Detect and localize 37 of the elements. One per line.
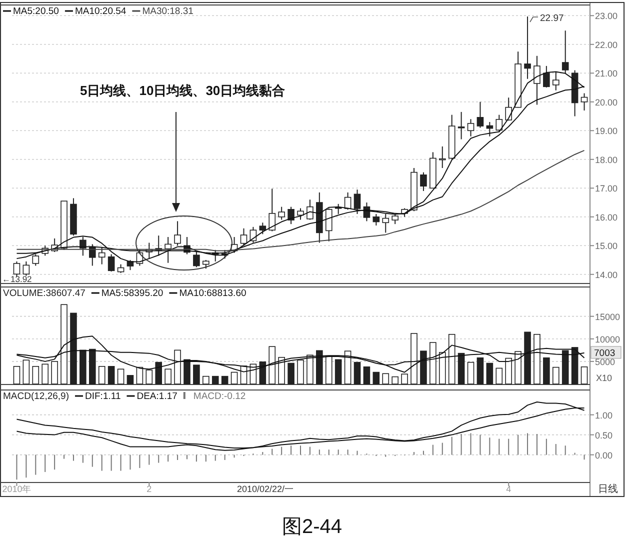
y-tick-label: 20.00 (595, 97, 618, 108)
annotation: ←13.92 (2, 274, 32, 284)
annotation: 5日均线、10日均线、30日均线黏合 (80, 83, 286, 98)
y-tick-label: 18.00 (595, 154, 618, 165)
caption: 图2-44 (282, 516, 342, 538)
y-tick-label: 15000 (595, 312, 620, 322)
chart-title: VOLUME:38607.47 (3, 288, 86, 299)
y-tick-label: 10000 (595, 334, 620, 344)
legend-label: MA5:58395.20 (101, 288, 164, 299)
y-tick-label: 15.00 (595, 241, 618, 252)
legend-label: DIF:1.11 (85, 391, 121, 402)
y-tick-label: 16.00 (595, 212, 618, 222)
legend-label: MA30:18.31 (142, 6, 194, 17)
legend-label: MA10:68813.60 (179, 288, 246, 299)
y-tick-label: 21.00 (595, 68, 618, 79)
y-tick-label: 0.50 (595, 430, 613, 440)
y-tick-label: 1.00 (595, 410, 613, 420)
x-tick-label: 2010年 (2, 484, 32, 494)
text: X10 (596, 373, 612, 383)
x-tick-label: 4 (506, 484, 512, 494)
legend-label: MA5:20.50 (13, 6, 59, 17)
chart-title: MACD(12,26,9) (3, 391, 69, 402)
legend-label: DEA:1.17 (136, 391, 178, 402)
text: 日线 (598, 483, 618, 495)
annotation: 22.97 (540, 13, 564, 24)
y-tick-label: 23.00 (595, 11, 618, 22)
y-tick-label: 22.00 (595, 40, 618, 50)
legend-label: MA10:20.54 (74, 6, 126, 17)
y-tick-label: 0.00 (595, 450, 613, 460)
x-tick-label: 2 (146, 484, 152, 494)
text: 2010/02/22/一 (237, 484, 294, 494)
y-tick-label: 5000 (595, 356, 616, 367)
y-tick-label: 19.00 (595, 126, 618, 136)
annotation: 7003 (594, 348, 616, 359)
legend-label: MACD:-0.12 (193, 391, 246, 402)
y-tick-label: 17.00 (595, 184, 618, 194)
y-tick-label: 14.00 (595, 270, 618, 280)
